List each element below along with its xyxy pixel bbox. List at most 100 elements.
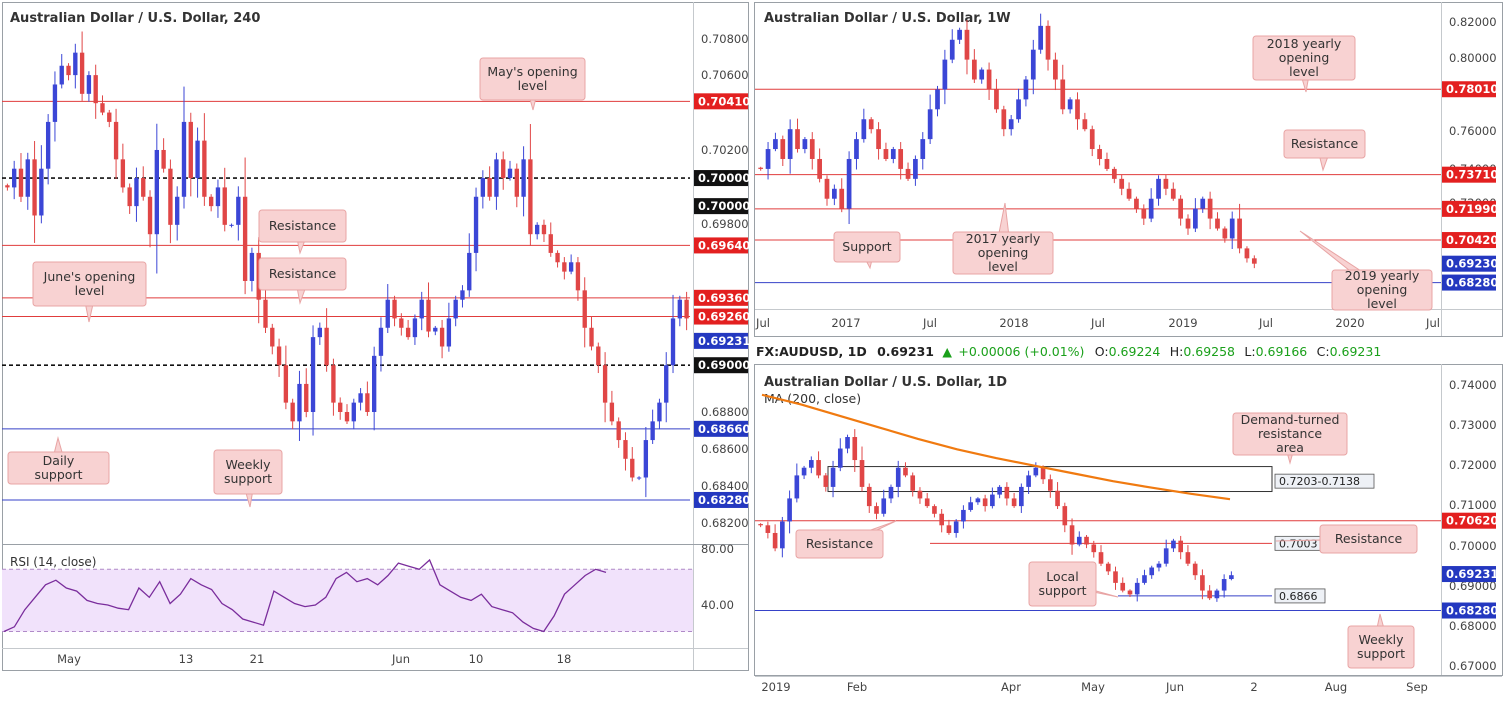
callout-text: support [1357,646,1405,661]
d1-candle [1069,525,1075,545]
callout-box [7,451,110,485]
h4-candle [657,402,662,422]
d1-candle [1019,486,1024,507]
d1-candle [903,467,908,476]
w1-candle [1045,25,1051,60]
h4-price-tick: 0.69800 [701,217,749,231]
d1-candle [990,494,995,507]
callout-text: level [75,283,105,298]
d1-candle [932,506,937,514]
h4-candle [541,224,547,235]
price-tag: 0.6866 [1279,590,1318,603]
w1-candle [883,149,889,159]
d1-candle [1048,479,1053,491]
h4-candle [405,327,411,338]
h4-candle [494,159,499,197]
h4-candle [399,318,404,328]
callout-text: 2017 yearly [966,231,1041,246]
h4-candle [242,196,248,281]
h4-candle [636,477,642,479]
h4-candle [18,168,24,197]
h4-time-tick: 13 [179,652,194,666]
d1-time-tick: 2 [1250,680,1257,694]
d1-price-tick: 0.74000 [1449,378,1497,392]
w1-candle [1097,149,1102,159]
h4-candle [371,355,377,412]
d1-candle [1026,475,1031,487]
w1-time-tick: Jul [755,316,770,330]
d1-candle [1113,571,1118,583]
callout-text: level [1289,64,1319,79]
h4-candle [12,168,17,188]
w1-level-badge: 0.73710 [1446,168,1498,182]
h4-candle [290,402,295,422]
callout-text: Resistance [269,218,337,233]
d1-candle [1142,575,1147,583]
w1-candle [898,149,904,169]
w1-candle [1185,218,1191,229]
level-badges: 0.70410 0.70000 0.70000 0.69640 0.69360 0.692… [694,81,1498,619]
w1-candle [1229,218,1235,239]
h4-candle [568,262,574,272]
w1-candle [1193,208,1198,229]
d1-price-tick: 0.69000 [1449,579,1497,593]
price-tag: 0.7003 [1279,537,1318,550]
w1-candle [1251,258,1257,264]
d1-time-tick: Feb [847,680,867,694]
w1-candle [1111,168,1117,179]
w1-time-tick: 2019 [1168,316,1197,330]
h4-level-badge-bg [694,357,748,374]
d1-price-tick: 0.70000 [1449,539,1497,553]
h4-candle [304,383,309,412]
rsi-pane: 80.00 40.00 [2,542,734,633]
h4-candle [5,185,10,188]
h4-candle [630,458,635,478]
callout-text: Resistance [806,536,874,551]
callout-box [1232,412,1348,456]
h4-candle [181,121,187,197]
h4-level-badge-bg [694,237,748,254]
callout-text: Support [842,239,892,254]
d1-candle [1098,552,1104,564]
h4-level-badge-bg [694,198,748,215]
h4-candle [358,393,363,403]
d1-candle [961,509,966,522]
callout-text: Demand-turned [1241,412,1340,427]
h4-price-tick: 0.68600 [701,442,749,456]
h4-candle [385,299,390,328]
w1-candle [809,139,815,159]
h4-candle [236,196,241,225]
callout-box [258,209,347,243]
callout-text: May's opening [487,64,577,79]
h4-candle [433,327,438,332]
h4-level-badge: 0.70410 [698,94,750,108]
d1-candle [1076,536,1082,545]
h4-candle [147,196,153,235]
candles [5,13,1257,602]
h4-candle [460,290,465,300]
w1-candle [1082,119,1088,130]
callout-box [32,261,147,307]
h4-price-axis: 0.70800 0.70600 0.70200 0.69800 0.68800 0.686… [701,32,749,530]
d1-price-tick: 0.68000 [1449,619,1497,633]
rsi-tick: 40.00 [701,598,734,612]
w1-candle [1156,178,1161,199]
w1-candle [817,158,822,179]
d1-candle [939,513,944,526]
d1-candle [823,475,829,487]
h4-candle [297,383,302,422]
w1-candle [1178,198,1183,219]
d1-price-tick: 0.73000 [1449,418,1497,432]
w1-candle [780,139,786,159]
d1-candle [1084,536,1089,545]
w1-candle [890,149,896,159]
w1-chart-title: Australian Dollar / U.S. Dollar, 1W [764,11,1011,26]
h4-level-badge: 0.70000 [698,171,750,185]
w1-candle [957,29,962,40]
h4-price-tick: 0.68800 [701,405,749,419]
d1-candle [917,490,923,499]
h4-candle [412,318,418,338]
h4-candle [310,337,316,412]
h4-candle [684,299,689,319]
w1-candle [846,158,852,209]
